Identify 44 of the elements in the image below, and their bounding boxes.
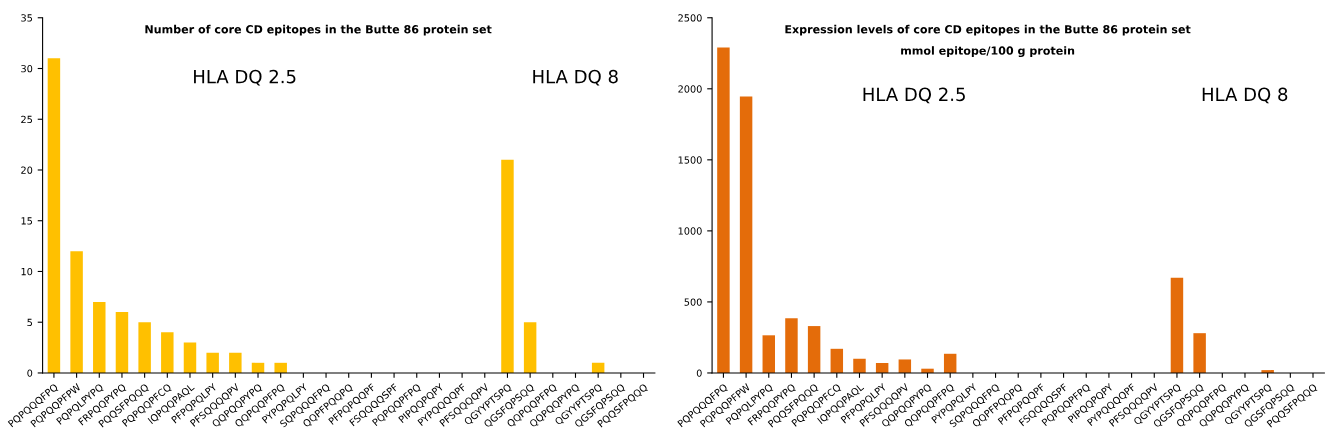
text: Number of core CD epitopes in the Butte 86 protein set bbox=[145, 24, 492, 36]
y-tick-label: 20 bbox=[21, 166, 33, 174]
bar bbox=[762, 335, 776, 373]
y-tick-label: 1000 bbox=[678, 227, 702, 235]
y-tick-label: 35 bbox=[21, 14, 33, 22]
bar bbox=[1170, 277, 1184, 373]
text: Expression levels of core CD epitopes in the Butte 86 protein set bbox=[785, 24, 1191, 36]
y-tick-label: 1500 bbox=[678, 156, 702, 164]
y-tick-label: 25 bbox=[21, 115, 33, 124]
annotation: HLA DQ 8 bbox=[1202, 87, 1288, 104]
bar bbox=[739, 96, 753, 373]
bar bbox=[161, 332, 174, 373]
bar bbox=[717, 47, 730, 373]
bar bbox=[523, 322, 537, 373]
y-tick-label: 15 bbox=[21, 217, 33, 225]
bar bbox=[93, 301, 106, 373]
bar bbox=[115, 312, 129, 373]
bar bbox=[183, 342, 197, 373]
y-tick-label: 0 bbox=[696, 369, 702, 377]
annotation: HLA DQ 2.5 bbox=[863, 87, 965, 104]
bar bbox=[898, 359, 912, 373]
y-tick-label: 2000 bbox=[678, 85, 702, 93]
bar bbox=[785, 318, 798, 373]
bar bbox=[1193, 333, 1206, 373]
y-tick-label: 2500 bbox=[678, 14, 702, 22]
y-tick-label: 30 bbox=[21, 64, 33, 73]
y-tick-label: 5 bbox=[27, 318, 33, 327]
bar bbox=[943, 353, 957, 373]
bar bbox=[206, 352, 219, 373]
annotation: HLA DQ 2.5 bbox=[194, 69, 296, 86]
bar bbox=[138, 322, 151, 373]
bar bbox=[47, 58, 61, 373]
bar bbox=[70, 251, 83, 373]
bar bbox=[229, 352, 242, 373]
bar bbox=[274, 362, 287, 373]
bar bbox=[830, 348, 844, 373]
y-tick-label: 500 bbox=[684, 298, 702, 306]
bar bbox=[807, 326, 821, 373]
y-tick-label: 0 bbox=[27, 369, 33, 377]
y-tick-label: 10 bbox=[21, 267, 33, 276]
bar bbox=[501, 159, 514, 373]
annotation: HLA DQ 8 bbox=[533, 69, 618, 86]
text: mmol epitope/100 g protein bbox=[901, 46, 1075, 58]
bar bbox=[853, 358, 866, 373]
